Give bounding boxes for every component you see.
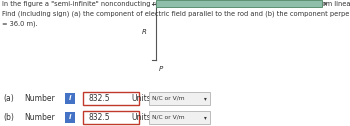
Text: Units: Units <box>131 94 151 103</box>
Text: Number: Number <box>25 113 55 122</box>
Text: Find (including sign) (a) the component of electric field parallel to the rod an: Find (including sign) (a) the component … <box>2 10 350 17</box>
FancyBboxPatch shape <box>65 112 75 123</box>
Text: R: R <box>142 29 147 35</box>
Text: P: P <box>159 66 163 72</box>
Text: ▾: ▾ <box>204 115 207 120</box>
Text: 832.5: 832.5 <box>89 94 111 103</box>
Text: Number: Number <box>25 94 55 103</box>
FancyBboxPatch shape <box>83 111 139 124</box>
Text: i: i <box>69 95 71 101</box>
FancyBboxPatch shape <box>149 111 210 124</box>
Text: In the figure a "semi-infinite" nonconducting rod (that is, infinite in one dire: In the figure a "semi-infinite" noncondu… <box>2 1 350 7</box>
FancyBboxPatch shape <box>156 0 322 7</box>
FancyBboxPatch shape <box>83 92 139 105</box>
Text: Units: Units <box>131 113 151 122</box>
Text: N/C or V/m: N/C or V/m <box>152 115 184 120</box>
Text: 832.5: 832.5 <box>89 113 111 122</box>
Text: (b): (b) <box>4 113 14 122</box>
FancyBboxPatch shape <box>65 93 75 104</box>
Text: = 36.0 m).: = 36.0 m). <box>2 20 37 27</box>
Text: i: i <box>69 114 71 120</box>
Text: ▾: ▾ <box>204 96 207 101</box>
Text: N/C or V/m: N/C or V/m <box>152 96 184 101</box>
FancyBboxPatch shape <box>149 92 210 105</box>
Text: (a): (a) <box>4 94 14 103</box>
